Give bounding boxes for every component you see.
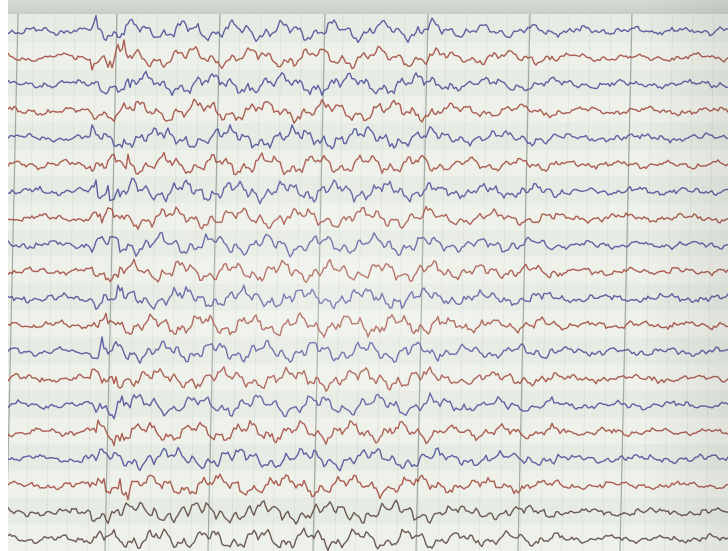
eeg-channel-trace: [7, 284, 728, 310]
minor-gridline: [396, 13, 405, 551]
minor-gridline: [582, 13, 591, 551]
eeg-channel-trace: [7, 98, 728, 124]
minor-gridline: [108, 13, 117, 551]
minor-gridline: [87, 13, 96, 551]
eeg-channel-trace: [7, 499, 728, 525]
eeg-channel-trace: [7, 231, 728, 258]
channel-band: [8, 363, 728, 391]
minor-gridline: [25, 13, 35, 551]
eeg-channel-trace: [7, 39, 728, 71]
eeg-channel-trace: [7, 70, 728, 97]
minor-gridline: [149, 13, 158, 551]
eeg-channel-trace: [7, 446, 728, 472]
minor-gridline: [561, 13, 570, 551]
eeg-channel-trace: [7, 473, 728, 501]
minor-gridline: [664, 13, 673, 551]
second-gridline: [619, 13, 633, 551]
eeg-channel-trace: [7, 14, 728, 44]
channel-band: [8, 310, 728, 337]
channel-band: [8, 149, 728, 177]
minor-gridline: [685, 13, 694, 551]
second-gridline: [517, 13, 531, 551]
minor-gridline: [334, 13, 344, 551]
minor-gridline: [355, 13, 364, 551]
minor-gridline: [705, 13, 714, 551]
minor-gridline: [643, 13, 653, 551]
eeg-channel-trace: [7, 527, 728, 551]
channel-band: [8, 256, 728, 284]
minor-gridline: [293, 13, 302, 551]
eeg-channel-trace: [7, 124, 728, 150]
minor-gridline: [520, 13, 529, 551]
photo-margin: [0, 0, 8, 551]
eeg-channel-trace: [7, 205, 728, 230]
eeg-channel-trace: [7, 177, 728, 205]
minor-gridline: [499, 13, 508, 551]
eeg-channel-trace: [7, 258, 728, 284]
eeg-channel-trace: [7, 151, 728, 176]
second-gridline: [104, 13, 118, 551]
channel-band: [8, 524, 728, 551]
minor-gridline: [437, 13, 447, 551]
eeg-channel-trace: [7, 336, 728, 364]
eeg-channel-trace: [7, 312, 728, 338]
second-gridline: [415, 13, 429, 551]
minor-gridline: [170, 13, 179, 551]
minor-gridline: [376, 13, 385, 551]
eeg-channel-trace: [7, 419, 728, 447]
channel-band: [8, 203, 728, 230]
channel-band: [8, 470, 728, 498]
eeg-channel-trace: [7, 392, 728, 420]
minor-gridline: [252, 13, 261, 551]
minor-gridline: [273, 13, 282, 551]
eeg-channel-trace: [7, 366, 728, 392]
minor-gridline: [46, 13, 55, 551]
minor-gridline: [623, 13, 632, 551]
second-gridline: [312, 13, 326, 551]
minor-gridline: [231, 13, 241, 551]
time-scale-band: [8, 0, 728, 14]
